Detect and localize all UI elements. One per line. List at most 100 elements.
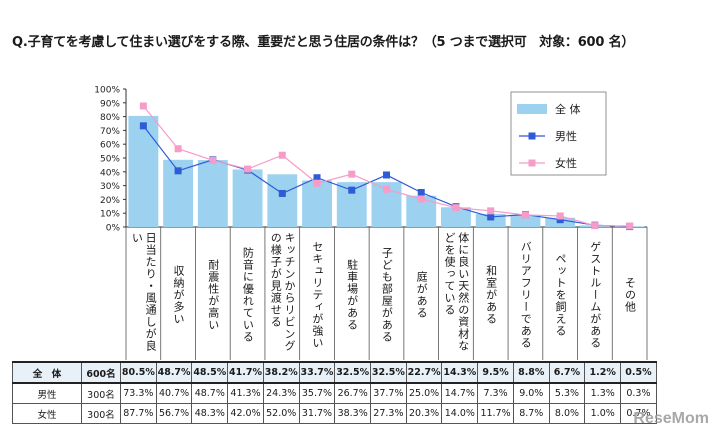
row-count: 300名 [81, 403, 121, 424]
table-row: 女性 300名 87.7% 56.7% 48.3% 42.0% 52.0% 31.7% 38.3… [12, 403, 657, 424]
table-cell: 9.0% [512, 382, 550, 404]
category-label-box: 防音に優れている [241, 247, 255, 343]
category-label-box: 和室がある [485, 265, 498, 325]
point-female [244, 165, 252, 173]
table-cell: 24.3% [262, 382, 300, 404]
table-cell: 11.7% [477, 403, 514, 424]
table-cell: 48.7% [155, 361, 193, 384]
legend-label: 男性 [555, 129, 577, 143]
legend-swatch-bar [517, 104, 547, 114]
table-cell: 0.5% [620, 361, 657, 384]
bar-total [267, 174, 298, 227]
point-female [417, 195, 425, 203]
point-female [278, 151, 286, 159]
bar-total [128, 115, 159, 227]
y-tick-label: 90% [100, 99, 120, 109]
row-count: 600名 [81, 361, 121, 384]
y-tick-label: 50% [100, 155, 120, 165]
point-female [521, 211, 529, 219]
point-male [313, 174, 321, 182]
category-label-box: 耐震性が高い [206, 259, 220, 331]
point-male [348, 186, 356, 194]
data-table: 全 体 600名 80.5% 48.7% 48.5% 41.7% 38.2% 33.7% 32.… [12, 361, 657, 424]
y-tick-label: 30% [100, 182, 120, 192]
category-label: その他 [623, 277, 637, 313]
table-cell: 1.0% [584, 403, 622, 424]
table-cell: 52.0% [262, 403, 300, 424]
bar-total [232, 169, 263, 227]
table-cell: 41.3% [227, 382, 264, 404]
point-female [452, 204, 460, 212]
legend-swatch-marker [528, 132, 536, 140]
table-cell: 73.3% [120, 382, 157, 404]
category-label-box: その他 [623, 277, 637, 313]
category-label: ゲストルームがある [588, 241, 602, 349]
table-cell: 25.0% [405, 382, 443, 404]
point-male [278, 189, 286, 197]
category-label: ペットを飼える [554, 253, 568, 337]
y-tick-label: 100% [94, 86, 120, 96]
category-label-box: セキュリティが強い [310, 241, 324, 349]
point-female [348, 170, 356, 178]
category-label-box: 庭がある [415, 271, 429, 319]
table-cell: 41.7% [227, 361, 264, 384]
y-tick-label: 70% [100, 127, 120, 137]
row-label: 男性 [12, 382, 82, 404]
table-cell: 6.7% [548, 361, 586, 384]
table-cell: 14.7% [441, 382, 479, 404]
category-label: 耐震性が高い [206, 259, 220, 331]
legend-swatch-marker [528, 159, 536, 167]
y-tick-label: 10% [100, 210, 120, 220]
table-cell: 33.7% [298, 361, 336, 384]
y-tick-label: 20% [100, 196, 120, 206]
table-cell: 8.8% [512, 361, 550, 384]
table-row: 全 体 600名 80.5% 48.7% 48.5% 41.7% 38.2% 33.7% 32.… [12, 361, 657, 384]
legend-label: 全 体 [555, 102, 581, 116]
table-cell: 14.3% [441, 361, 479, 384]
table-row: 男性 300名 73.3% 40.7% 48.7% 41.3% 24.3% 35.7% 26.7… [12, 382, 657, 404]
table-cell: 87.7% [120, 403, 157, 424]
category-label: 駐車場がある [345, 259, 359, 331]
category-label-box: キッチンからリビングの様子が見渡せる [269, 232, 296, 352]
category-label-box: バリアフリーである [519, 241, 532, 349]
table-cell: 31.7% [298, 403, 336, 424]
category-label-box: ペットを飼える [554, 253, 568, 337]
point-male [174, 167, 182, 175]
category-label: 防音に優れている [241, 247, 255, 343]
y-tick-label: 80% [100, 113, 120, 123]
table-cell: 42.0% [227, 403, 264, 424]
category-label-box: 子ども部屋がある [380, 247, 394, 343]
table-cell: 80.5% [120, 361, 157, 384]
category-label: 庭がある [415, 271, 429, 319]
point-female [174, 145, 182, 153]
table-cell: 7.3% [477, 382, 514, 404]
table-cell: 0.3% [620, 382, 657, 404]
chart-title: Q.子育てを考慮して住まい選びをする際、重要だと思う住居の条件は？（5 つまで選… [12, 35, 635, 50]
category-label-box: 駐車場がある [345, 259, 359, 331]
table-cell: 1.3% [584, 382, 622, 404]
table-cell: 1.2% [584, 361, 622, 384]
category-label: セキュリティが強い [310, 241, 324, 349]
table-cell: 8.0% [548, 403, 586, 424]
bar-total [510, 214, 541, 227]
category-label-box: ゲストルームがある [588, 241, 602, 349]
table-cell: 22.7% [405, 361, 443, 384]
point-male [139, 122, 147, 130]
category-label-box: 日当たり・風通しが良い [130, 232, 157, 352]
table-cell: 48.5% [191, 361, 229, 384]
point-female [383, 185, 390, 193]
table-cell: 26.7% [334, 382, 372, 404]
table-cell: 14.0% [441, 403, 479, 424]
point-male [417, 189, 425, 196]
point-female [313, 179, 321, 187]
bar-total [197, 160, 228, 227]
table-cell: 32.5% [334, 361, 372, 384]
table-cell: 38.2% [262, 361, 300, 384]
point-female [626, 222, 634, 230]
row-count: 300名 [81, 382, 121, 404]
table-cell: 48.7% [191, 382, 229, 404]
table-cell: 5.3% [548, 382, 586, 404]
point-male [383, 171, 390, 179]
category-label: 子ども部屋がある [380, 247, 394, 343]
